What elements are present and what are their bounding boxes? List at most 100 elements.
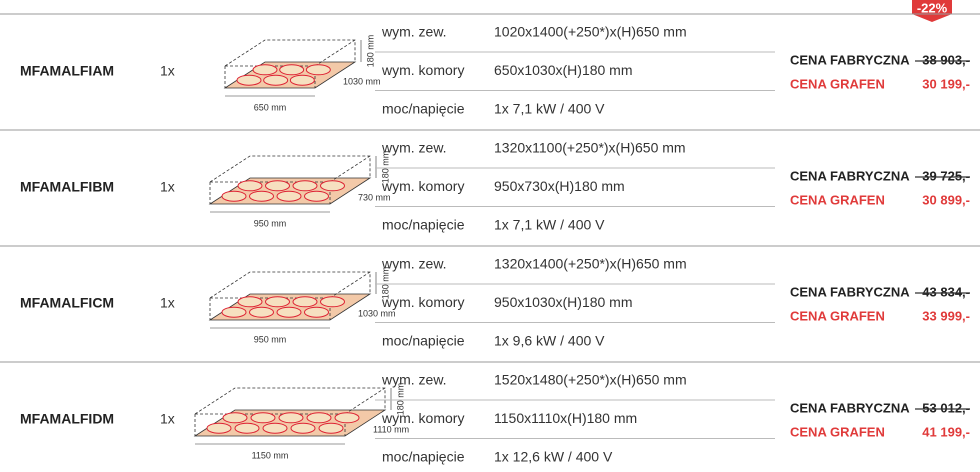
pizza [222,412,248,424]
pizza [304,306,329,318]
spec-value: 1520x1480(+250*)x(H)650 mm [494,372,687,388]
oven-diagram: 1150 mm 1110 mm 180 mm [193,383,409,460]
dim-width: 1150 mm [252,450,289,460]
grafen-price: 33 999,- [922,308,970,323]
pizza [334,412,360,424]
pizza [289,74,315,86]
dim-height: 180 mm [380,151,390,184]
factory-label: CENA FABRYCZNA [790,52,910,67]
pizza [249,306,274,318]
factory-price: 43 834,- [922,284,970,299]
pizza [278,412,304,424]
model-name: MFAMALFIAM [20,63,114,79]
grafen-label: CENA GRAFEN [790,76,885,91]
dim-depth: 1030 mm [343,76,381,86]
pizza [305,64,331,76]
discount-text: -22% [917,0,948,15]
pizza [318,422,344,434]
pizza [252,64,278,76]
pizza [304,190,329,202]
factory-price: 53 012,- [922,400,970,415]
spec-value: 1x 12,6 kW / 400 V [494,449,613,465]
pizza [221,306,247,318]
dim-width: 950 mm [254,218,287,228]
factory-label: CENA FABRYCZNA [790,284,910,299]
grafen-price: 41 199,- [922,424,970,439]
spec-value: 650x1030x(H)180 mm [494,62,633,78]
dim-width: 650 mm [254,102,287,112]
chamber-top [224,39,356,88]
quantity: 1x [160,179,175,195]
pizza [279,64,305,76]
pizza [237,296,263,308]
pizza [237,180,263,192]
spec-value: 1x 7,1 kW / 400 V [494,101,605,117]
pizza [320,296,345,308]
spec-value: 1320x1100(+250*)x(H)650 mm [494,140,686,156]
chamber-top [209,155,371,204]
spec-label: moc/napięcie [382,217,465,233]
spec-value: 950x730x(H)180 mm [494,178,625,194]
pizza [292,180,318,192]
pizza [262,422,288,434]
spec-label: wym. komory [381,410,464,426]
spec-label: moc/napięcie [382,333,465,349]
spec-label: wym. zew. [381,256,447,272]
pizza [290,422,316,434]
pizza [276,190,302,202]
spec-label: moc/napięcie [382,449,465,465]
pizza [265,180,290,192]
chamber-top [194,387,386,436]
model-name: MFAMALFICM [20,295,114,311]
dim-width: 950 mm [254,334,287,344]
oven-diagram: 950 mm 730 mm 180 mm [208,151,391,228]
pizza [265,296,290,308]
factory-price: 38 903,- [922,52,970,67]
dim-height: 180 mm [365,35,375,68]
pizza [320,180,345,192]
quantity: 1x [160,411,175,427]
factory-price: 39 725,- [922,168,970,183]
spec-label: wym. komory [381,62,464,78]
dim-depth: 1110 mm [373,424,409,434]
grafen-label: CENA GRAFEN [790,192,885,207]
dim-height: 180 mm [395,383,405,416]
quantity: 1x [160,63,175,79]
pizza [249,190,274,202]
spec-label: wym. zew. [381,140,447,156]
spec-value: 1150x1110x(H)180 mm [494,410,637,426]
pizza [206,422,232,434]
oven-diagram: 650 mm 1030 mm 180 mm [223,35,381,112]
quantity: 1x [160,295,175,311]
spec-label: wym. komory [381,294,464,310]
grafen-label: CENA GRAFEN [790,308,885,323]
pizza [276,306,302,318]
factory-label: CENA FABRYCZNA [790,400,910,415]
spec-value: 1x 7,1 kW / 400 V [494,217,605,233]
discount-badge [912,0,952,22]
pizza [292,296,318,308]
model-name: MFAMALFIBM [20,179,114,195]
chamber-top [209,271,371,320]
dim-height: 180 mm [380,267,390,300]
dim-depth: 730 mm [358,192,391,202]
pizza [263,74,289,86]
pizza [221,190,247,202]
pizza [306,412,332,424]
model-name: MFAMALFIDM [20,411,114,427]
grafen-price: 30 199,- [922,76,970,91]
pizza [236,74,262,86]
spec-value: 950x1030x(H)180 mm [494,294,633,310]
spec-value: 1x 9,6 kW / 400 V [494,333,605,349]
spec-label: moc/napięcie [382,101,465,117]
grafen-label: CENA GRAFEN [790,424,885,439]
spec-label: wym. zew. [381,24,447,40]
pizza [250,412,276,424]
spec-value: 1020x1400(+250*)x(H)650 mm [494,24,687,40]
dim-depth: 1030 mm [358,308,396,318]
oven-diagram: 950 mm 1030 mm 180 mm [208,267,396,344]
spec-value: 1320x1400(+250*)x(H)650 mm [494,256,687,272]
factory-label: CENA FABRYCZNA [790,168,910,183]
spec-label: wym. komory [381,178,464,194]
